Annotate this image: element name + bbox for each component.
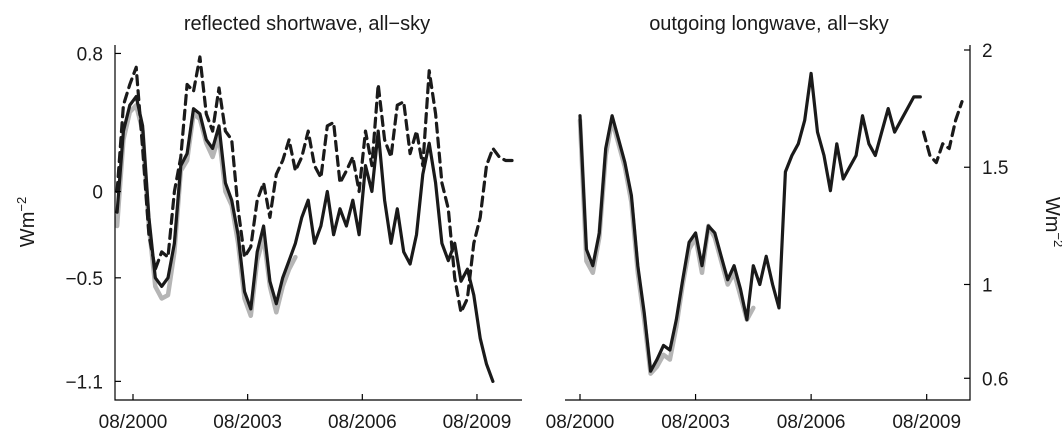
x-tick-label: 08/2003	[661, 412, 730, 433]
series-line-black-solid	[115, 95, 495, 383]
x-tick-label: 08/2009	[892, 412, 961, 433]
y-tick-label: −1.1	[65, 372, 103, 393]
x-tick-label: 08/2003	[213, 412, 282, 433]
shortwave-x-ticks: 08/2000 08/2003 08/2006 08/2009	[99, 394, 512, 433]
shortwave-axis-frame	[114, 45, 522, 401]
x-tick-label: 08/2009	[443, 412, 512, 433]
y-tick-label: 0	[92, 183, 103, 204]
y-tick-label: −0.5	[65, 269, 103, 290]
y-tick-label: 1	[982, 275, 993, 296]
y-tick-label: 0.8	[77, 44, 103, 65]
y-tick-label: 2	[982, 41, 993, 62]
x-tick-label: 08/2006	[777, 412, 846, 433]
shortwave-title: reflected shortwave, all−sky	[184, 13, 430, 35]
longwave-axis-frame	[565, 45, 971, 401]
x-tick-label: 08/2006	[328, 412, 397, 433]
longwave-y-axis-label: Wm−2	[1041, 197, 1062, 247]
longwave-panel: outgoing longwave, all−sky 2 1.5 1 0.6 08/2…	[546, 13, 1062, 433]
shortwave-series-group	[114, 55, 514, 383]
longwave-x-ticks: 08/2000 08/2003 08/2006 08/2009	[546, 394, 961, 433]
x-tick-label: 08/2000	[99, 412, 168, 433]
series-line-black-solid	[578, 71, 922, 373]
y-tick-label: 0.6	[982, 369, 1008, 390]
x-tick-label: 08/2000	[546, 412, 615, 433]
shortwave-panel: reflected shortwave, all−sky 0.8 0 −0.5 −1.…	[14, 13, 522, 433]
series-line-black-dashed	[921, 100, 964, 165]
longwave-title: outgoing longwave, all−sky	[649, 13, 889, 35]
shortwave-y-axis-label: Wm−2	[14, 197, 39, 247]
series-line-black-dashed	[115, 55, 514, 314]
longwave-y-ticks: 2 1.5 1 0.6	[964, 41, 1008, 390]
y-tick-label: 1.5	[982, 158, 1008, 179]
shortwave-y-ticks: 0.8 0 −0.5 −1.1	[65, 44, 121, 393]
longwave-series-group	[577, 71, 964, 376]
